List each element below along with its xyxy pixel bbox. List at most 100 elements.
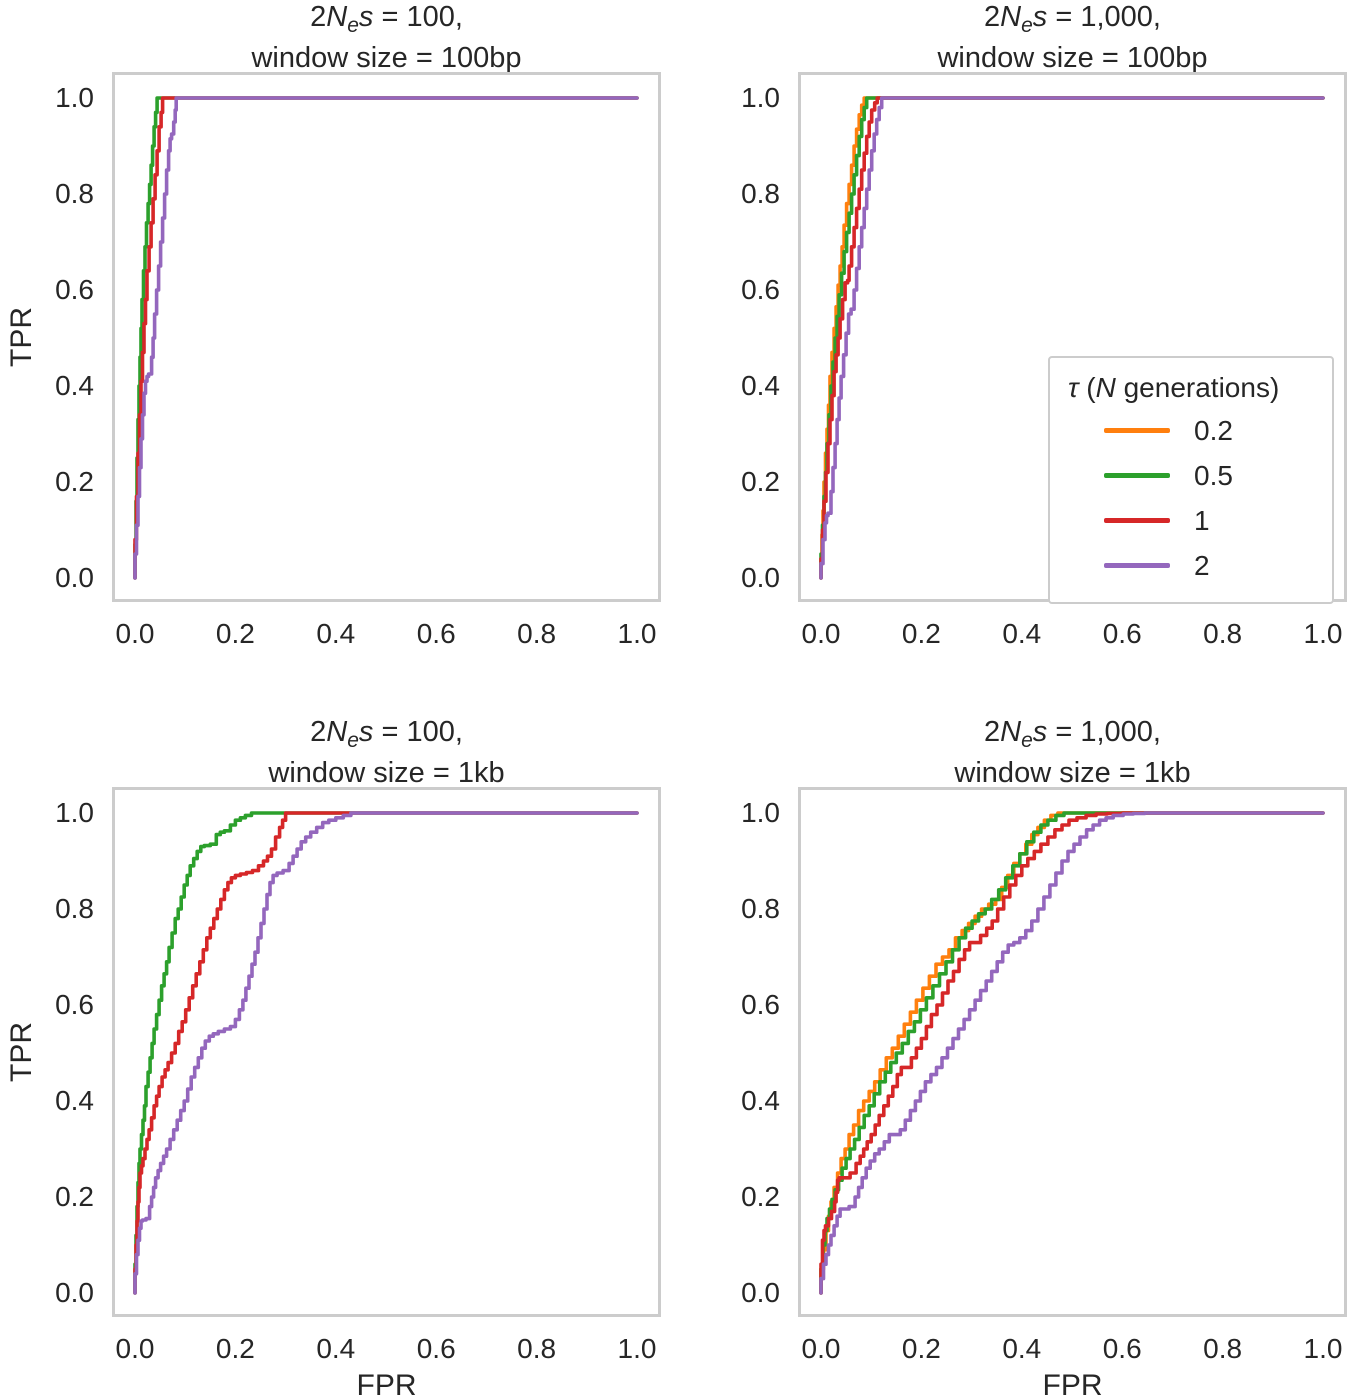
y-tick-label: 0.6 [55, 274, 94, 305]
legend-line-sample [1104, 473, 1170, 478]
title-segment: ( [1086, 372, 1096, 403]
roc-curve-tau-1 [133, 811, 639, 1295]
panel-title: 2Nes = 1,000, window size = 100bp [738, 1, 1352, 74]
panel-title: 2Nes = 100, window size = 100bp [52, 1, 721, 74]
legend-line-sample [1104, 428, 1170, 433]
x-tick-label: 0.6 [1102, 1333, 1142, 1364]
roc-curve-tau-1 [819, 811, 1325, 1295]
legend-items: 0.2 0.5 1 2 [1068, 408, 1318, 588]
x-tick-label: 1.0 [617, 618, 657, 649]
y-tick-label: 0.2 [741, 466, 780, 497]
title-segment: s [1032, 716, 1048, 748]
title-segment: τ [1068, 372, 1087, 403]
x-tick-label: 1.0 [1303, 618, 1343, 649]
roc-curve-tau-0.5 [819, 811, 1325, 1295]
title-segment: 2 [984, 716, 1001, 748]
plot-area [798, 787, 1347, 1317]
y-tick-label: 0.4 [55, 1085, 94, 1116]
roc-curve-tau-1 [133, 96, 639, 580]
roc-curve-tau-1 [819, 96, 1325, 580]
legend-label: 0.5 [1194, 459, 1233, 491]
title-segment: e [347, 14, 359, 37]
legend-item-tau-1: 1 [1104, 498, 1318, 543]
roc-chart [798, 787, 1347, 1317]
x-tick-label: 0.6 [416, 1333, 456, 1364]
panel-title: 2Nes = 1,000, window size = 1kb [738, 716, 1352, 789]
title-segment: N [1000, 716, 1022, 748]
title-segment: e [1021, 14, 1033, 37]
panel-bottom-left: 2Nes = 100, window size = 1kb 0.0 0.2 0.4 0.… [5, 716, 661, 1400]
title-line2: window size = 1kb [954, 757, 1191, 789]
y-tick-label: 0.0 [55, 1277, 94, 1308]
x-tick-label: 0.0 [801, 618, 841, 649]
x-axis-label: FPR [1042, 1369, 1103, 1400]
panel-top-left: 2Nes = 100, window size = 100bp 0.0 0.2 0.4… [5, 1, 661, 649]
title-segment: = 1,000, [1047, 716, 1161, 748]
title-segment: generations) [1115, 372, 1280, 403]
x-tick-label: 0.4 [1002, 618, 1042, 649]
y-tick-label: 0.0 [55, 562, 94, 593]
y-tick-label: 1.0 [741, 82, 780, 113]
roc-chart [798, 72, 1347, 602]
legend-title: τ (N generations) [1068, 368, 1318, 408]
x-tick-label: 0.4 [1002, 1333, 1042, 1364]
legend-line-sample [1104, 518, 1170, 523]
x-tick-label: 0.0 [115, 1333, 155, 1364]
plot-spine [798, 787, 1347, 1317]
x-tick-label: 0.8 [1203, 1333, 1243, 1364]
x-tick-label: 1.0 [1303, 1333, 1343, 1364]
legend-line-sample [1104, 563, 1170, 568]
title-segment: N [1000, 1, 1022, 33]
panel-title: 2Nes = 100, window size = 1kb [52, 716, 721, 789]
roc-chart [112, 787, 661, 1317]
title-segment: e [347, 729, 359, 752]
x-tick-label: 0.8 [1203, 618, 1243, 649]
plot-area [798, 72, 1347, 602]
x-tick-label: 0.6 [1102, 618, 1142, 649]
y-tick-label: 0.4 [55, 370, 94, 401]
x-tick-label: 0.0 [115, 618, 155, 649]
roc-curve-tau-2 [133, 96, 639, 580]
title-segment: N [326, 1, 348, 33]
y-tick-label: 0.0 [741, 1277, 780, 1308]
y-tick-label: 0.6 [55, 989, 94, 1020]
title-segment: 2 [984, 1, 1001, 33]
x-tick-label: 0.2 [901, 1333, 941, 1364]
x-axis-label: FPR [356, 1369, 417, 1400]
roc-curve-tau-2 [133, 811, 639, 1295]
y-tick-label: 1.0 [741, 797, 780, 828]
legend-label: 0.2 [1194, 414, 1233, 446]
x-tick-label: 0.2 [215, 1333, 255, 1364]
y-tick-label: 0.6 [741, 274, 780, 305]
title-segment: s [358, 716, 374, 748]
y-tick-label: 0.2 [741, 1181, 780, 1212]
x-tick-label: 0.4 [316, 618, 356, 649]
y-tick-label: 0.8 [55, 178, 94, 209]
x-tick-label: 0.4 [316, 1333, 356, 1364]
title-line2: window size = 1kb [268, 757, 505, 789]
x-tick-label: 1.0 [617, 1333, 657, 1364]
y-tick-label: 0.2 [55, 466, 94, 497]
y-tick-label: 0.4 [741, 370, 780, 401]
x-tick-label: 0.2 [215, 618, 255, 649]
x-tick-label: 0.0 [801, 1333, 841, 1364]
x-tick-label: 0.2 [901, 618, 941, 649]
legend-item-tau-0.5: 0.5 [1104, 453, 1318, 498]
roc-chart [112, 72, 661, 602]
y-tick-label: 1.0 [55, 797, 94, 828]
title-segment: 2 [310, 716, 327, 748]
title-segment: = 100, [373, 1, 463, 33]
x-tick-label: 0.8 [517, 1333, 557, 1364]
title-segment: N [1095, 372, 1116, 403]
y-tick-label: 0.6 [741, 989, 780, 1020]
y-tick-label: 0.4 [741, 1085, 780, 1116]
title-line2: window size = 100bp [937, 42, 1208, 74]
title-segment: = 1,000, [1047, 1, 1161, 33]
title-segment: = 100, [373, 716, 463, 748]
panel-top-right: 2Nes = 1,000, window size = 100bp 0.0 0.2 0… [741, 1, 1347, 649]
plot-spine [112, 787, 661, 1317]
y-tick-label: 0.8 [741, 893, 780, 924]
plot-area [112, 72, 661, 602]
title-segment: N [326, 716, 348, 748]
